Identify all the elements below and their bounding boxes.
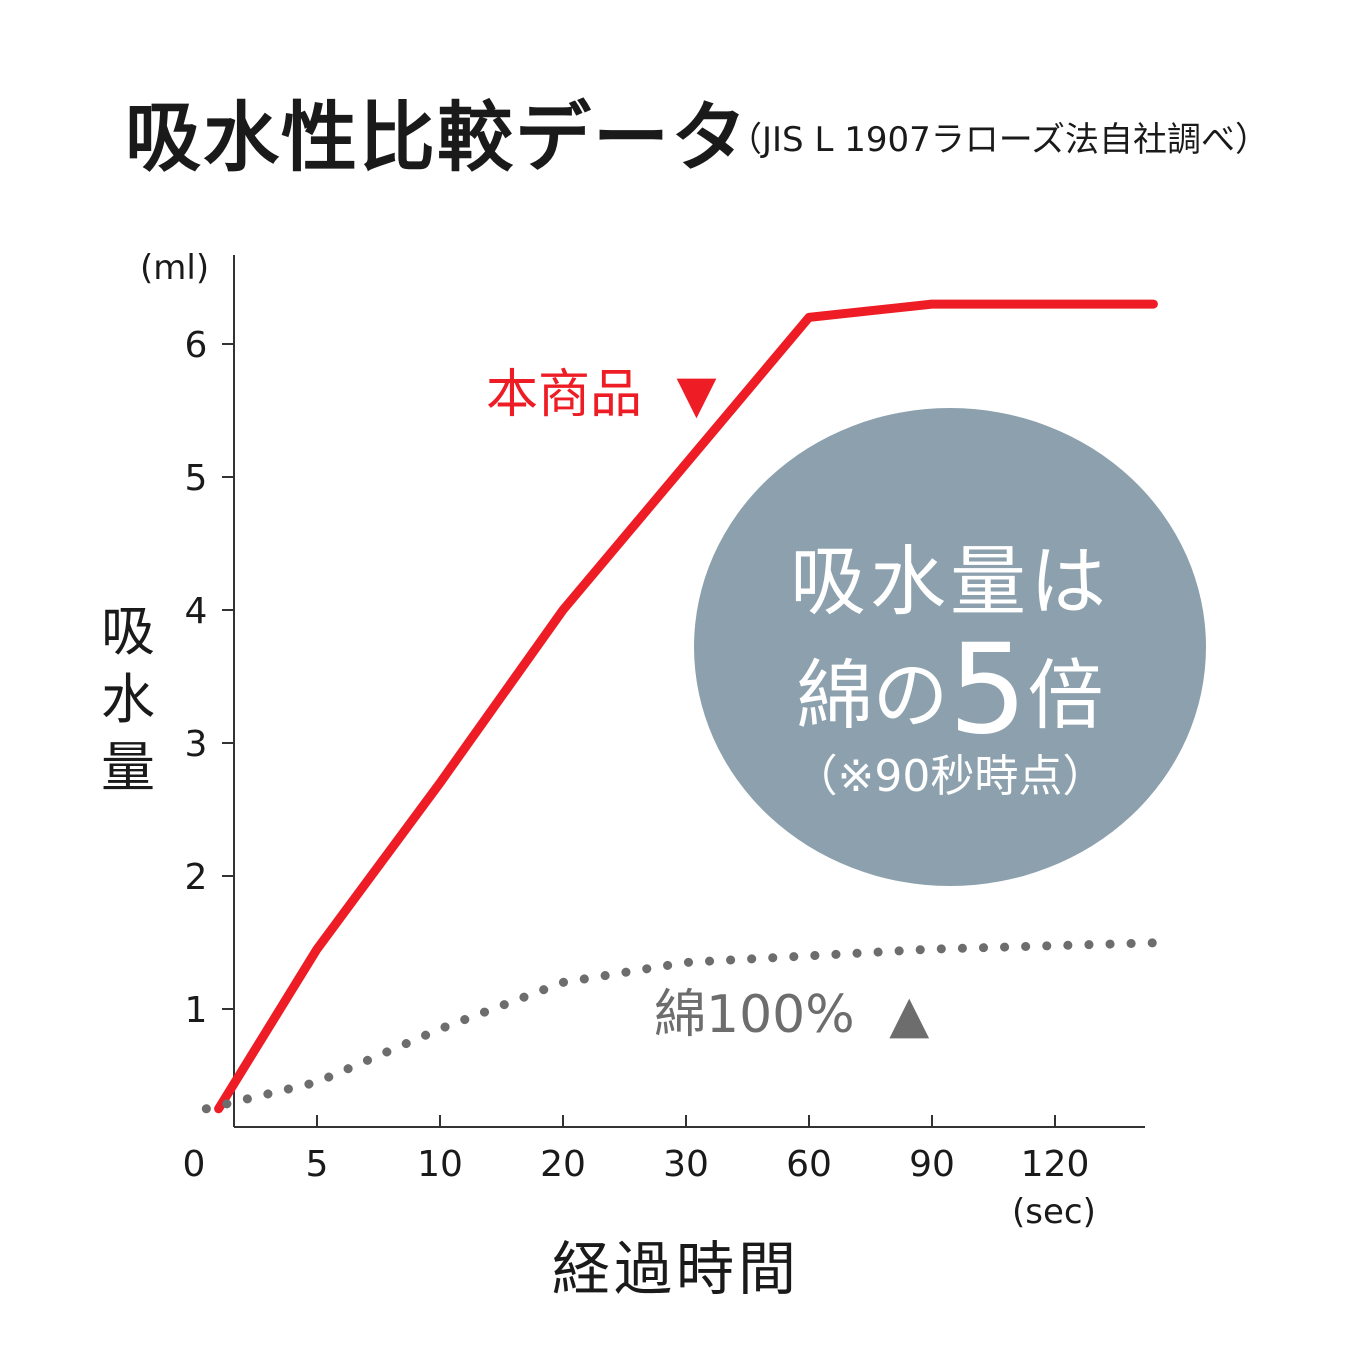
series-label-cotton-text: 綿100%: [654, 985, 855, 1045]
badge-line2-post: 倍: [1027, 651, 1104, 740]
x-tick-label: 0: [183, 1144, 206, 1185]
series-line-cotton: [201, 938, 1171, 1114]
chart-subtitle: （JIS L 1907ラローズ法自社調べ）: [728, 120, 1270, 160]
x-tick-label: 20: [540, 1144, 586, 1185]
x-tick-label: 30: [663, 1144, 709, 1185]
y-tick-label: 2: [185, 857, 208, 898]
chart-axes: [233, 255, 1145, 1128]
badge-line2-number: 5: [948, 618, 1028, 762]
down-triangle-icon: ▼: [676, 365, 717, 425]
y-tick-label: 5: [185, 458, 208, 499]
y-tick-label: 6: [185, 325, 208, 366]
x-tick-label: 90: [909, 1144, 955, 1185]
callout-badge: 吸水量は 綿の5倍 （※90秒時点）: [694, 408, 1206, 886]
badge-line3: （※90秒時点）: [793, 751, 1107, 802]
y-tick-label: 3: [185, 724, 208, 765]
series-label-product-text: 本商品: [486, 365, 643, 425]
series-line-product: [214, 299, 1158, 1114]
y-tick-label: 1: [185, 990, 208, 1031]
chart-series: [201, 299, 1171, 1114]
series-label-product: 本商品 ▼: [486, 352, 717, 427]
badge-line2-pre: 綿の: [796, 651, 949, 740]
y-axis-label: 吸水量: [101, 600, 155, 799]
x-tick-label: 120: [1021, 1144, 1090, 1185]
x-tick-label: 5: [306, 1144, 329, 1185]
series-label-cotton: 綿100% ▲: [654, 972, 929, 1047]
badge-line1: 吸水量は: [790, 537, 1110, 626]
y-axis-unit: (ml): [140, 248, 210, 288]
x-tick-label: 10: [417, 1144, 463, 1185]
x-axis-label: 経過時間: [552, 1235, 801, 1303]
chart-title: 吸水性比較データ: [125, 93, 749, 182]
x-tick-label: 60: [786, 1144, 832, 1185]
badge-line2: 綿の5倍: [694, 618, 1206, 762]
y-tick-label: 4: [185, 591, 208, 632]
up-triangle-icon: ▲: [889, 985, 930, 1045]
x-axis-unit: (sec): [1012, 1192, 1096, 1232]
